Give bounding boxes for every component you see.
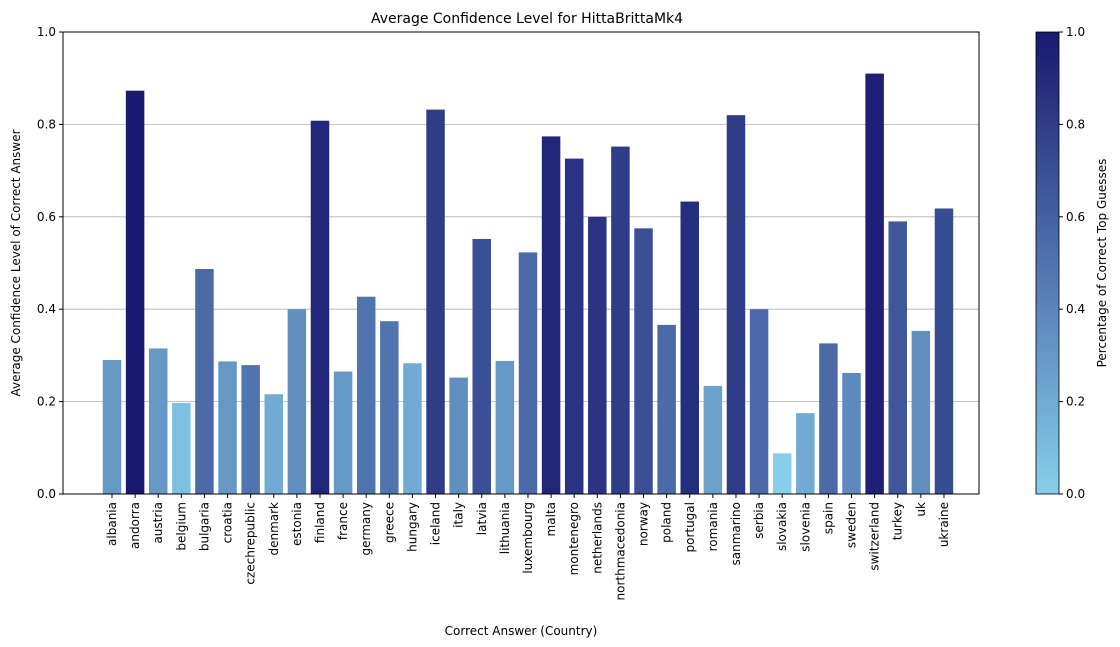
x-tick-label-greece: greece	[382, 502, 396, 543]
bar-romania	[703, 385, 723, 494]
bar-belgium	[172, 402, 191, 494]
x-tick-label-czechrepublic: czechrepublic	[244, 502, 258, 585]
x-tick-label-luxembourg: luxembourg	[521, 502, 535, 574]
x-tick-label-netherlands: netherlands	[590, 502, 604, 574]
x-tick-label-norway: norway	[637, 502, 651, 546]
x-tick-label-latvia: latvia	[475, 502, 489, 535]
x-tick-label-albania: albania	[105, 502, 119, 546]
x-tick-label-slovakia: slovakia	[775, 502, 789, 551]
x-axis-label: Correct Answer (Country)	[445, 624, 598, 638]
colorbar-tick-label: 0.8	[1066, 117, 1085, 131]
x-tick-label-poland: poland	[660, 502, 674, 543]
colorbar	[1035, 31, 1060, 495]
x-tick-label-switzerland: switzerland	[868, 502, 882, 571]
colorbar-label: Percentage of Correct Top Guesses	[1095, 159, 1109, 368]
bar-slovakia	[772, 453, 792, 494]
bar-slovenia	[796, 413, 815, 494]
bar-serbia	[749, 309, 769, 494]
x-tick-label-sanmarino: sanmarino	[729, 502, 743, 565]
y-axis-label: Average Confidence Level of Correct Answ…	[9, 129, 23, 396]
y-axis: 0.0 0.2 0.4 0.6 0.8 1.0	[37, 25, 63, 501]
bar-albania	[102, 360, 122, 494]
colorbar-tick-label: 0.4	[1066, 302, 1085, 316]
y-tick-label: 0.4	[37, 302, 56, 316]
bar-spain	[819, 343, 838, 494]
colorbar-tick-label: 0.6	[1066, 210, 1085, 224]
bars-group	[102, 73, 954, 495]
bar-luxembourg	[518, 252, 538, 494]
y-tick-label: 0.0	[37, 487, 56, 501]
bar-greece	[380, 321, 399, 494]
x-tick-label-belgium: belgium	[174, 502, 188, 551]
x-tick-label-montenegro: montenegro	[567, 502, 581, 575]
bar-portugal	[680, 201, 699, 494]
x-tick-label-germany: germany	[359, 502, 373, 555]
x-tick-label-iceland: iceland	[429, 502, 443, 545]
bar-italy	[449, 377, 468, 494]
x-tick-label-lithuania: lithuania	[498, 502, 512, 554]
colorbar-axis: 0.0 0.2 0.4 0.6 0.8 1.0	[1059, 25, 1085, 501]
x-tick-label-malta: malta	[544, 502, 558, 536]
y-tick-label: 1.0	[37, 25, 56, 39]
colorbar-tick-label: 0.2	[1066, 395, 1085, 409]
y-tick-label: 0.6	[37, 210, 56, 224]
x-tick-label-austria: austria	[151, 502, 165, 544]
x-tick-label-northmacedonia: northmacedonia	[613, 502, 627, 600]
x-tick-label-finland: finland	[313, 502, 327, 543]
bar-northmacedonia	[611, 146, 630, 495]
bar-estonia	[287, 309, 307, 494]
colorbar-tick-label: 0.0	[1066, 487, 1085, 501]
bar-sanmarino	[726, 115, 746, 494]
bar-malta	[541, 136, 561, 495]
bar-turkey	[888, 221, 907, 495]
x-axis: albania andorra austria belgium bulgaria croa…	[105, 494, 951, 600]
bar-croatia	[218, 361, 237, 494]
x-tick-label-bulgaria: bulgaria	[197, 502, 211, 551]
chart-title: Average Confidence Level for HittaBritta…	[371, 11, 683, 27]
bar-hungary	[403, 363, 422, 494]
bar-iceland	[426, 109, 445, 494]
bar-uk	[911, 330, 931, 494]
bar-netherlands	[588, 216, 607, 495]
bar-poland	[657, 324, 676, 494]
x-tick-label-turkey: turkey	[891, 502, 905, 540]
x-tick-label-slovenia: slovenia	[798, 502, 812, 552]
x-tick-label-hungary: hungary	[405, 502, 419, 552]
x-tick-label-portugal: portugal	[683, 502, 697, 553]
y-tick-label: 0.2	[37, 395, 56, 409]
x-tick-label-italy: italy	[452, 502, 466, 528]
x-tick-label-croatia: croatia	[221, 502, 235, 543]
bar-germany	[356, 296, 376, 494]
bar-montenegro	[564, 158, 584, 494]
bar-finland	[310, 120, 330, 494]
x-tick-label-estonia: estonia	[290, 502, 304, 546]
bar-andorra	[125, 90, 145, 494]
bar-france	[333, 371, 353, 494]
bar-denmark	[264, 394, 284, 494]
bar-switzerland	[865, 73, 884, 494]
bar-sweden	[842, 372, 861, 494]
x-tick-label-sweden: sweden	[845, 502, 859, 548]
bar-ukraine	[934, 208, 954, 494]
colorbar-tick-label: 1.0	[1066, 25, 1085, 39]
bar-bulgaria	[195, 269, 214, 494]
bar-latvia	[472, 238, 492, 494]
bar-austria	[148, 348, 168, 494]
bar-lithuania	[495, 360, 515, 494]
x-tick-label-denmark: denmark	[267, 502, 281, 556]
x-tick-label-uk: uk	[914, 502, 928, 517]
bar-norway	[634, 228, 653, 494]
x-tick-label-spain: spain	[821, 502, 835, 534]
x-tick-label-france: france	[336, 502, 350, 540]
x-tick-label-ukraine: ukraine	[937, 502, 951, 547]
x-tick-label-romania: romania	[706, 502, 720, 551]
y-tick-label: 0.8	[37, 117, 56, 131]
plot-frame	[62, 31, 980, 495]
x-tick-label-serbia: serbia	[752, 502, 766, 539]
bar-czechrepublic	[241, 365, 260, 494]
x-tick-label-andorra: andorra	[128, 502, 142, 549]
